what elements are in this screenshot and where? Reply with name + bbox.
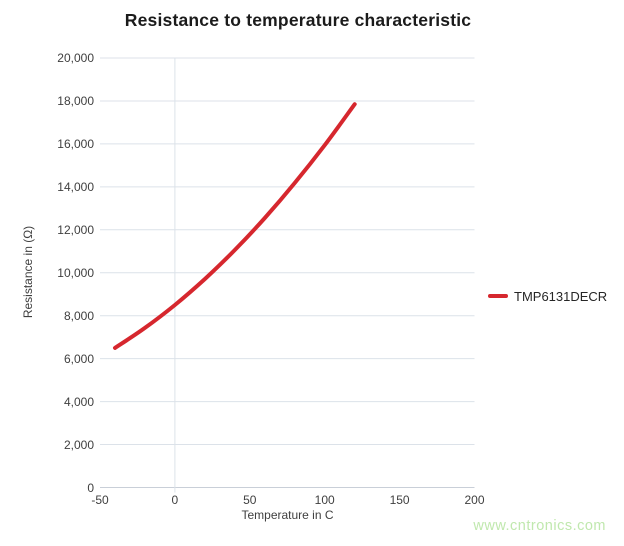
chart-title: Resistance to temperature characteristic [124, 10, 472, 30]
y-tick-label: 4,000 [63, 394, 94, 409]
y-tick-label: 14,000 [57, 179, 94, 194]
x-tick-label: 100 [314, 493, 335, 507]
y-tick-label: 8,000 [63, 308, 94, 323]
y-tick-label: 20,000 [57, 51, 94, 65]
y-tick-label: 0 [87, 480, 94, 495]
y-tick-label: 18,000 [57, 93, 94, 108]
y-tick-label: 10,000 [57, 265, 94, 280]
x-axis-title: Temperature in C [241, 508, 334, 522]
y-tick-label: 2,000 [63, 437, 94, 452]
x-tick-label: 200 [464, 493, 485, 507]
x-tick-label: 0 [171, 493, 179, 507]
y-tick-label: 6,000 [63, 351, 94, 366]
x-tick-label: 150 [389, 493, 410, 507]
y-tick-label: 12,000 [57, 222, 94, 237]
x-tick-label: -50 [91, 493, 109, 507]
legend-line-swatch [488, 294, 508, 298]
y-tick-label: 16,000 [57, 136, 94, 151]
legend: TMP6131DECR [488, 288, 608, 304]
legend-label: TMP6131DECR [514, 288, 608, 304]
series-curve-tmp6131decr [113, 102, 357, 350]
x-tick-label: 50 [243, 493, 257, 507]
watermark: www.cntronics.com [473, 518, 606, 534]
